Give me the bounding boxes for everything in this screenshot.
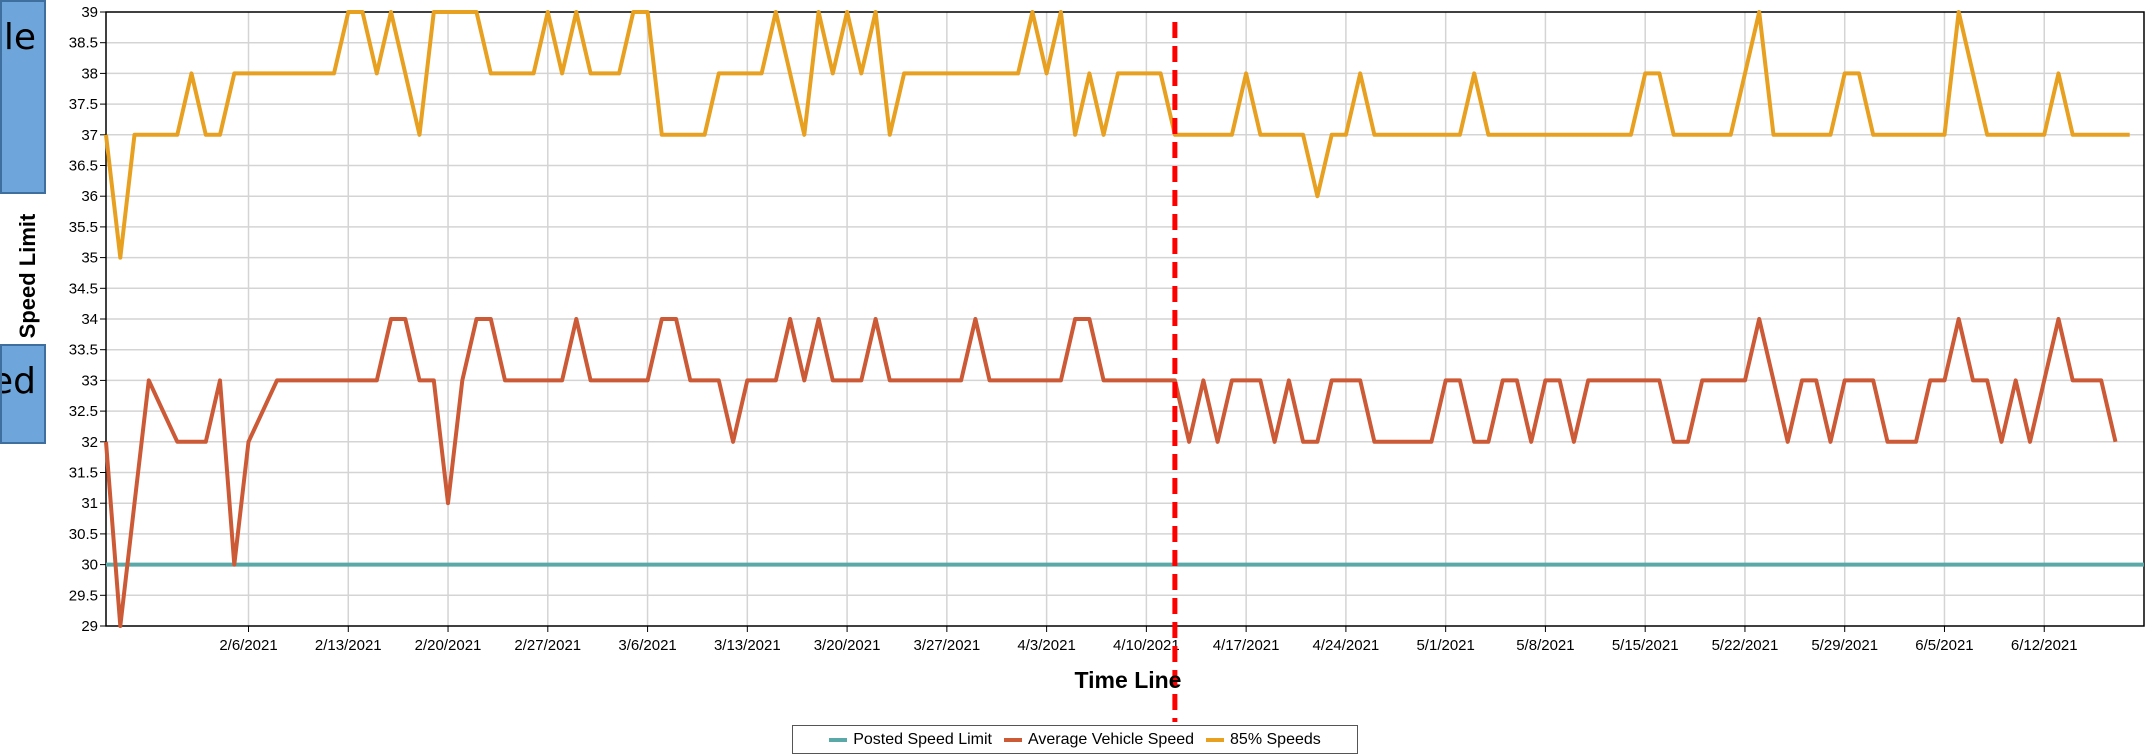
x-tick-label: 3/27/2021 bbox=[913, 637, 980, 654]
x-tick-label: 5/8/2021 bbox=[1516, 637, 1574, 654]
y-tick-label: 36.5 bbox=[69, 158, 98, 175]
y-tick-label: 32 bbox=[81, 434, 98, 451]
x-tick-label: 2/6/2021 bbox=[219, 637, 277, 654]
y-tick-label: 37 bbox=[81, 127, 98, 144]
x-tick-label: 3/20/2021 bbox=[814, 637, 881, 654]
y-tick-label: 30.5 bbox=[69, 526, 98, 543]
callout-box-bottom: ed bbox=[0, 344, 46, 444]
legend-item-posted: Posted Speed Limit bbox=[829, 731, 992, 749]
legend-label-average: Average Vehicle Speed bbox=[1027, 730, 1195, 748]
series-line-average-vehicle-speed bbox=[104, 317, 2118, 628]
x-tick-label: 5/29/2021 bbox=[1811, 637, 1878, 654]
y-tick-label: 37.5 bbox=[69, 96, 98, 113]
x-axis-title: Time Line bbox=[1075, 667, 1182, 693]
x-tick-label: 6/12/2021 bbox=[2011, 637, 2078, 654]
x-tick-label: 3/13/2021 bbox=[714, 637, 781, 654]
x-tick-label: 4/24/2021 bbox=[1313, 637, 1380, 654]
chart-legend: Posted Speed Limit Average Vehicle Speed… bbox=[792, 725, 1358, 754]
legend-item-average: Average Vehicle Speed bbox=[1003, 730, 1195, 749]
y-tick-label: 35.5 bbox=[69, 219, 98, 236]
y-tick-label: 36 bbox=[81, 188, 98, 205]
x-tick-label: 5/1/2021 bbox=[1416, 637, 1474, 654]
x-tick-label: 4/10/2021 bbox=[1113, 637, 1180, 654]
x-tick-label: 4/3/2021 bbox=[1017, 637, 1075, 654]
y-tick-label: 35 bbox=[81, 250, 98, 267]
legend-label-posted: Posted Speed Limit bbox=[853, 730, 992, 748]
legend-swatch-posted bbox=[829, 737, 848, 742]
callout-text-bottom: ed bbox=[2, 361, 36, 402]
callout-box-top: le bbox=[0, 0, 46, 194]
y-tick-label: 34.5 bbox=[69, 280, 98, 297]
x-tick-label: 5/22/2021 bbox=[1712, 637, 1779, 654]
x-ticks: 2/6/2021 2/13/2021 2/20/2021 2/27/2021 3/6/2… bbox=[219, 626, 2078, 654]
series-line-85-percent-speeds bbox=[104, 10, 2130, 260]
y-ticks: 29 29.5 30 30.5 31 31.5 32 32.5 33 33.5 34 34.5 35 35… bbox=[69, 4, 106, 635]
x-tick-label: 3/6/2021 bbox=[618, 637, 676, 654]
y-tick-label: 32.5 bbox=[69, 403, 98, 420]
x-tick-label: 4/17/2021 bbox=[1213, 637, 1280, 654]
legend-item-85: 85% Speeds bbox=[1206, 731, 1321, 749]
y-tick-label: 31 bbox=[81, 495, 98, 512]
legend-swatch-average bbox=[1003, 737, 1022, 742]
callout-text-top: le bbox=[3, 17, 36, 58]
y-tick-label: 33 bbox=[81, 372, 98, 389]
y-tick-label: 31.5 bbox=[69, 465, 98, 482]
x-tick-label: 6/5/2021 bbox=[1915, 637, 1973, 654]
x-tick-label: 2/13/2021 bbox=[315, 637, 382, 654]
y-tick-label: 38 bbox=[81, 65, 98, 82]
legend-swatch-85 bbox=[1206, 737, 1225, 742]
y-tick-label: 34 bbox=[81, 311, 98, 328]
series-lines bbox=[104, 10, 2144, 628]
x-tick-label: 2/20/2021 bbox=[415, 637, 482, 654]
y-axis-title: Speed Limit bbox=[15, 213, 40, 338]
y-tick-label: 38.5 bbox=[69, 35, 98, 52]
y-tick-label: 29.5 bbox=[69, 587, 98, 604]
legend-label-85: 85% Speeds bbox=[1230, 730, 1321, 748]
y-tick-label: 30 bbox=[81, 557, 98, 574]
x-tick-label: 2/27/2021 bbox=[514, 637, 581, 654]
x-tick-label: 5/15/2021 bbox=[1612, 637, 1679, 654]
y-tick-label: 39 bbox=[81, 4, 98, 21]
y-tick-label: 33.5 bbox=[69, 342, 98, 359]
chart: 29 29.5 30 30.5 31 31.5 32 32.5 33 33.5 34 34.5 35 35… bbox=[15, 4, 2145, 722]
y-tick-label: 29 bbox=[81, 618, 98, 635]
